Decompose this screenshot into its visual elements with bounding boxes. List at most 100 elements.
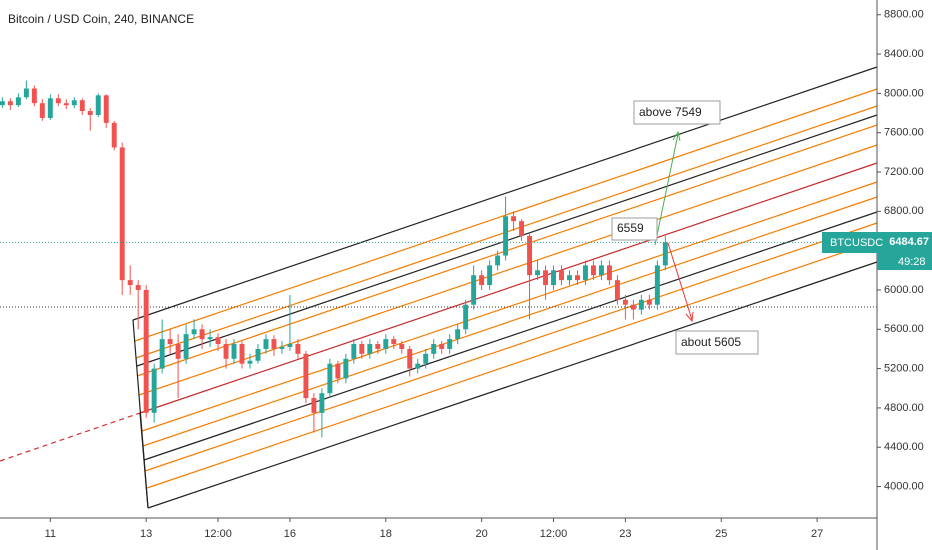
candle-body [327, 363, 333, 394]
candle-body [71, 100, 77, 106]
median-extension [0, 412, 141, 462]
candle-body [367, 344, 373, 354]
candle-body [543, 270, 549, 286]
candle-body [471, 275, 477, 305]
annotation-box [633, 100, 721, 125]
channel-line [138, 144, 878, 396]
candle-body [7, 101, 13, 106]
x-tick-label: 25 [715, 528, 727, 540]
annotation: about 5605 [681, 335, 741, 349]
countdown-box [877, 253, 932, 270]
candle-body [207, 337, 213, 340]
candle-body [415, 363, 421, 369]
annotation-box [675, 330, 759, 355]
y-tick-label: 6800.00 [884, 205, 924, 217]
candle-body [159, 339, 165, 369]
pitchfork [0, 66, 878, 509]
candle-body [407, 348, 413, 369]
candle-body [31, 88, 37, 104]
y-tick-label: 7200.00 [884, 166, 924, 178]
candle-body [15, 97, 21, 106]
x-tick-label: 12:00 [540, 528, 568, 540]
candle-body [590, 265, 596, 276]
candle-body [559, 270, 564, 281]
axes: 4000.00 4400.00 4800.00 5200.00 5600.00 6000.… [45, 9, 924, 540]
arrowhead [672, 130, 681, 142]
annotation: 6559 [617, 221, 644, 235]
candle-body [598, 265, 604, 276]
candle-body [575, 275, 580, 281]
annotation-box [611, 217, 658, 241]
candle-body [63, 103, 69, 106]
channel-line [142, 196, 878, 447]
x-tick-label: 20 [476, 528, 488, 540]
candle-body [551, 270, 556, 286]
candle-body [383, 339, 389, 349]
candle-body [87, 111, 93, 116]
y-tick-label: 6000.00 [884, 284, 924, 296]
y-tick-label: 4800.00 [884, 402, 924, 414]
candle-body [279, 346, 285, 349]
chart-title: Bitcoin / USD Coin, 240, BINANCE [8, 12, 194, 26]
arrows [654, 130, 694, 323]
channel-line [141, 181, 878, 432]
candle-body [582, 265, 588, 281]
candle-body [447, 339, 453, 349]
candle-body [231, 344, 237, 359]
symbol-label: BTCUSDC [830, 237, 883, 249]
y-tick-label: 8000.00 [884, 87, 924, 99]
candle-body [527, 235, 533, 276]
candle-body [135, 285, 141, 290]
x-tick-label: 12:00 [204, 528, 232, 540]
candle-body [0, 101, 5, 106]
candle-body [463, 304, 469, 330]
candle-body [255, 348, 261, 361]
candle-body [606, 265, 612, 281]
candle-body [303, 353, 309, 399]
x-tick-label: 18 [380, 528, 392, 540]
x-tick-label: 27 [811, 528, 823, 540]
candle-body [535, 270, 541, 276]
candle-body [191, 329, 197, 335]
candle-body [567, 275, 572, 281]
candle-body [47, 98, 53, 118]
candle-body [271, 339, 277, 349]
candle-body [431, 344, 437, 354]
x-tick-label: 23 [619, 528, 631, 540]
candle-body [399, 344, 405, 349]
candle-body [199, 329, 205, 340]
candle-body [223, 344, 229, 359]
candle-body [167, 339, 173, 345]
candle-body [119, 147, 125, 281]
candle-body [79, 100, 85, 112]
candle-body [183, 334, 189, 359]
y-tick-label: 7600.00 [884, 127, 924, 139]
x-tick-label: 11 [45, 528, 56, 540]
candle-body [151, 368, 157, 413]
candle-body [511, 216, 517, 222]
candle-body [662, 242, 668, 266]
annotations: above 7549 6559 about 5605 [611, 100, 759, 355]
time-axis [0, 518, 932, 550]
candle-body [95, 95, 101, 116]
candle-body [455, 329, 461, 340]
candle-body [503, 216, 509, 256]
candle-body [375, 344, 381, 349]
candle-body [351, 344, 357, 359]
channel-line [146, 240, 878, 489]
candle-body [111, 122, 117, 148]
candle-body [519, 221, 525, 236]
y-tick-label: 8800.00 [884, 9, 924, 21]
candle-body [495, 255, 501, 266]
candle-body [343, 358, 349, 379]
candle-body [487, 265, 493, 286]
y-tick-label: 4000.00 [884, 480, 924, 492]
candle-body [55, 98, 61, 104]
candle-body [423, 353, 429, 364]
channel-line [132, 66, 878, 321]
x-tick-label: 16 [284, 528, 296, 540]
candle-body [103, 95, 109, 123]
price-axis [877, 0, 932, 550]
